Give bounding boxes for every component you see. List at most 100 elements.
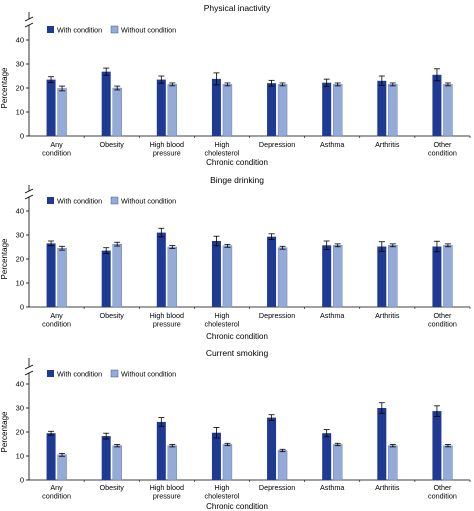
bar [101, 71, 111, 136]
bar [46, 433, 56, 480]
bar [167, 445, 178, 481]
legend-swatch [47, 370, 54, 377]
y-tick-label: 0 [20, 476, 24, 485]
category-label: High [215, 140, 230, 149]
y-tick-label: 40 [16, 380, 24, 389]
category-label: condition [42, 492, 71, 501]
category-label: Arthritis [375, 311, 400, 320]
y-axis-label: Percentage [0, 238, 9, 279]
category-label: Any [50, 140, 63, 149]
bar [222, 444, 233, 481]
chart-title: Binge drinking [210, 175, 264, 185]
bar [57, 454, 67, 481]
axis-break-mark [24, 16, 34, 22]
bar [101, 250, 111, 307]
category-label: Any [50, 311, 63, 320]
y-tick-label: 40 [16, 207, 24, 216]
category-label: condition [42, 320, 71, 329]
y-tick-label: 20 [16, 255, 24, 264]
bar [332, 84, 343, 137]
y-tick-label: 0 [20, 132, 24, 141]
bar [57, 88, 67, 137]
bar [267, 417, 277, 480]
category-label: Any [50, 483, 63, 492]
bar [377, 80, 387, 136]
bar [443, 445, 453, 481]
bar [388, 84, 398, 137]
category-label: cholesterol [205, 149, 240, 158]
category-label: pressure [153, 320, 181, 329]
category-label: Other [433, 311, 452, 320]
bar [46, 243, 56, 307]
bar [156, 79, 166, 136]
bar [443, 245, 453, 308]
bar [443, 84, 453, 137]
category-label: condition [428, 320, 457, 329]
category-label: pressure [153, 149, 181, 158]
legend-label: Without condition [121, 197, 176, 206]
legend-swatch [110, 196, 119, 205]
category-label: Arthritis [375, 483, 400, 492]
legend-label: Without condition [121, 370, 176, 379]
axis-break-mark [24, 364, 34, 370]
y-axis-label: Percentage [0, 411, 9, 452]
legend-swatch [47, 26, 54, 33]
axis-break-mark [24, 194, 34, 200]
category-label: condition [428, 492, 457, 501]
bar [322, 82, 332, 136]
bar [432, 246, 442, 307]
category-label: cholesterol [205, 320, 240, 329]
legend-label: Without condition [121, 26, 176, 35]
y-tick-label: 30 [16, 231, 24, 240]
bar [211, 241, 221, 307]
axis-break-mark [24, 370, 34, 376]
category-label: Depression [259, 311, 295, 320]
bar [156, 421, 166, 480]
legend-label: With condition [57, 370, 102, 379]
category-label: Asthma [320, 311, 344, 320]
category-label: High [215, 483, 230, 492]
category-label: Asthma [320, 140, 344, 149]
bar [432, 411, 442, 480]
y-tick-label: 20 [16, 428, 24, 437]
axis-break-mark [24, 22, 34, 28]
y-tick-label: 10 [16, 108, 24, 117]
y-tick-label: 10 [16, 279, 24, 288]
chart-panel: Binge drinking 0 10 20 30 40 Percentage With co… [0, 175, 471, 341]
category-label: Other [433, 483, 452, 492]
x-axis-label: Chronic condition [206, 502, 268, 511]
bar [267, 83, 277, 136]
bar [388, 245, 398, 308]
bar [332, 444, 343, 481]
bar [388, 445, 398, 481]
bar [377, 408, 387, 480]
chart-title: Physical inactivity [204, 3, 271, 13]
bar [211, 432, 221, 480]
bar [322, 245, 332, 307]
legend-swatch [47, 197, 54, 204]
bar [211, 78, 221, 136]
category-label: Other [433, 140, 452, 149]
bar [222, 245, 233, 308]
bar [277, 247, 288, 308]
category-label: High [215, 311, 230, 320]
bar [156, 232, 166, 307]
y-tick-label: 30 [16, 60, 24, 69]
bar [332, 245, 343, 308]
chart-panel: Physical inactivity 0 10 20 30 40 Percentage Wi… [0, 3, 471, 167]
bar [46, 79, 56, 136]
category-label: Depression [259, 483, 295, 492]
bar [112, 243, 122, 308]
legend-swatch [110, 369, 119, 378]
category-label: cholesterol [205, 492, 240, 501]
category-label: High blood [150, 311, 184, 320]
bar [277, 84, 288, 137]
y-tick-label: 0 [20, 303, 24, 312]
bar [222, 84, 233, 137]
chart-title: Current smoking [206, 348, 269, 358]
bar [267, 236, 277, 307]
y-tick-label: 20 [16, 84, 24, 93]
category-label: pressure [153, 492, 181, 501]
category-label: Asthma [320, 483, 344, 492]
y-tick-label: 30 [16, 404, 24, 413]
